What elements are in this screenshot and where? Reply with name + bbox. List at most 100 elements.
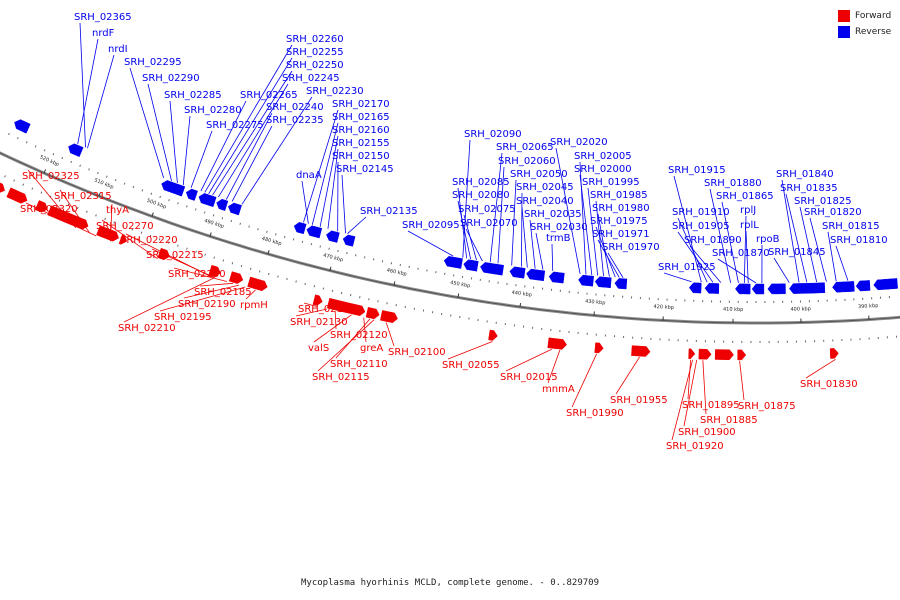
reverse-gene-label: SRH_02290	[142, 73, 200, 84]
reverse-gene-label: SRH_02240	[266, 102, 324, 113]
minor-dash	[67, 203, 70, 206]
forward-gene-arrow	[829, 348, 839, 359]
tick-label: 470 kbp	[323, 253, 344, 264]
forward-leader	[173, 267, 227, 282]
reverse-gene-arrow	[161, 180, 186, 197]
forward-gene-label: SRH_02190	[178, 299, 236, 310]
reverse-gene-label: SRH_01915	[668, 165, 726, 176]
forward-gene-arrow	[34, 200, 48, 213]
reverse-gene-label: SRH_02145	[336, 164, 394, 175]
minor-dash	[304, 282, 306, 286]
legend: Forward Reverse	[838, 8, 891, 40]
forward-gene-label: thyA	[106, 205, 129, 216]
reverse-leader	[663, 272, 692, 283]
reverse-leader	[677, 231, 714, 283]
tick-label: 420 kbp	[653, 304, 674, 311]
reverse-gene-label: SRH_02165	[332, 112, 390, 123]
minor-dash	[310, 243, 313, 246]
tick-label: 460 kbp	[386, 268, 407, 278]
reverse-leader	[489, 152, 503, 263]
minor-dash	[113, 221, 116, 224]
reverse-gene-label: SRH_02250	[286, 60, 344, 71]
reverse-gene-label: SRH_01815	[822, 221, 880, 232]
forward-gene-label: SRH_02015	[500, 372, 558, 383]
reverse-leader	[595, 226, 616, 278]
forward-leader	[101, 219, 158, 259]
forward-gene-label: SRH_01830	[800, 379, 858, 390]
forward-leader	[447, 341, 493, 360]
minor-dash	[177, 244, 179, 247]
forward-gene-arrow	[714, 349, 734, 361]
reverse-gene-label: nrdF	[92, 28, 115, 39]
reverse-leader	[607, 252, 624, 278]
tick-label: 490 kbp	[203, 218, 224, 230]
reverse-gene-label: SRH_01835	[780, 183, 838, 194]
forward-gene-label: SRH_02055	[442, 360, 500, 371]
reverse-swatch	[838, 26, 850, 38]
minor-dash	[213, 256, 216, 259]
minor-dash	[257, 228, 259, 231]
minor-dash	[141, 189, 144, 192]
tick-mark	[519, 302, 522, 308]
reverse-gene-label: SRH_02260	[286, 34, 344, 45]
minor-dash	[4, 175, 6, 178]
reverse-gene-arrow	[198, 193, 217, 208]
forward-gene-arrow	[312, 294, 323, 306]
tick-mark	[329, 266, 332, 271]
minor-dash	[16, 137, 19, 140]
forward-leader	[683, 359, 698, 427]
forward-gene-label: SRH_02215	[146, 250, 204, 261]
tick-mark	[43, 169, 47, 174]
reverse-gene-arrow	[443, 256, 463, 269]
forward-leader	[505, 348, 552, 372]
forward-gene-label: rpmH	[240, 300, 268, 311]
forward-gene-label: SRH_02270	[96, 221, 154, 232]
reverse-leader	[521, 192, 523, 267]
reverse-gene-label: trmB	[546, 233, 571, 244]
forward-gene-arrow	[547, 337, 567, 350]
reverse-leader	[721, 201, 739, 283]
forward-leader	[687, 359, 691, 400]
reverse-leader	[809, 217, 827, 282]
forward-leader	[805, 358, 836, 379]
reverse-gene-label: SRH_02035	[524, 209, 582, 220]
minor-dash	[283, 235, 286, 239]
reverse-leader	[129, 67, 165, 179]
forward-gene-label: SRH_02120	[330, 330, 388, 341]
reverse-gene-label: SRH_01970	[602, 242, 660, 253]
reverse-gene-arrow	[614, 278, 628, 290]
reverse-gene-arrow	[216, 198, 229, 211]
reverse-gene-label: SRH_02050	[510, 169, 568, 180]
reverse-gene-label: SRH_02245	[282, 73, 340, 84]
reverse-gene-label: SRH_02230	[306, 86, 364, 97]
reverse-leader	[182, 115, 191, 186]
reverse-gene-label: SRH_01980	[592, 203, 650, 214]
reverse-gene-arrow	[14, 119, 31, 134]
forward-gene-arrow	[365, 306, 380, 320]
reverse-leader	[231, 125, 273, 202]
reverse-gene-arrow	[227, 202, 242, 216]
reverse-gene-label: SRH_01865	[716, 191, 774, 202]
reverse-gene-labels: SRH_02365 nrdF nrdI SRH_02295 SRH_02290 SRH_0…	[74, 12, 888, 273]
legend-reverse: Reverse	[838, 24, 891, 40]
forward-gene-arrow	[488, 329, 498, 341]
reverse-gene-label: SRH_02170	[332, 99, 390, 110]
reverse-leader	[827, 231, 837, 282]
tick-label: 450 kbp	[450, 280, 471, 289]
minor-dash	[158, 238, 161, 241]
reverse-leader	[785, 193, 808, 283]
reverse-gene-label: dnaA	[296, 170, 322, 181]
reverse-gene-label: rplJ	[740, 205, 756, 216]
reverse-gene-label: SRH_01890	[684, 235, 742, 246]
reverse-gene-label: SRH_01825	[794, 196, 852, 207]
minor-dash	[221, 217, 224, 220]
tick-mark	[151, 212, 154, 217]
forward-gene-label: SRH_01990	[566, 408, 624, 419]
reverse-leader	[79, 22, 86, 148]
minor-dash	[70, 160, 73, 164]
tick-label: 520 kbp	[39, 154, 60, 168]
reverse-leader	[87, 54, 115, 149]
reverse-leader	[341, 174, 346, 234]
forward-gene-arrow	[247, 276, 268, 292]
forward-gene-arrow	[594, 342, 604, 354]
